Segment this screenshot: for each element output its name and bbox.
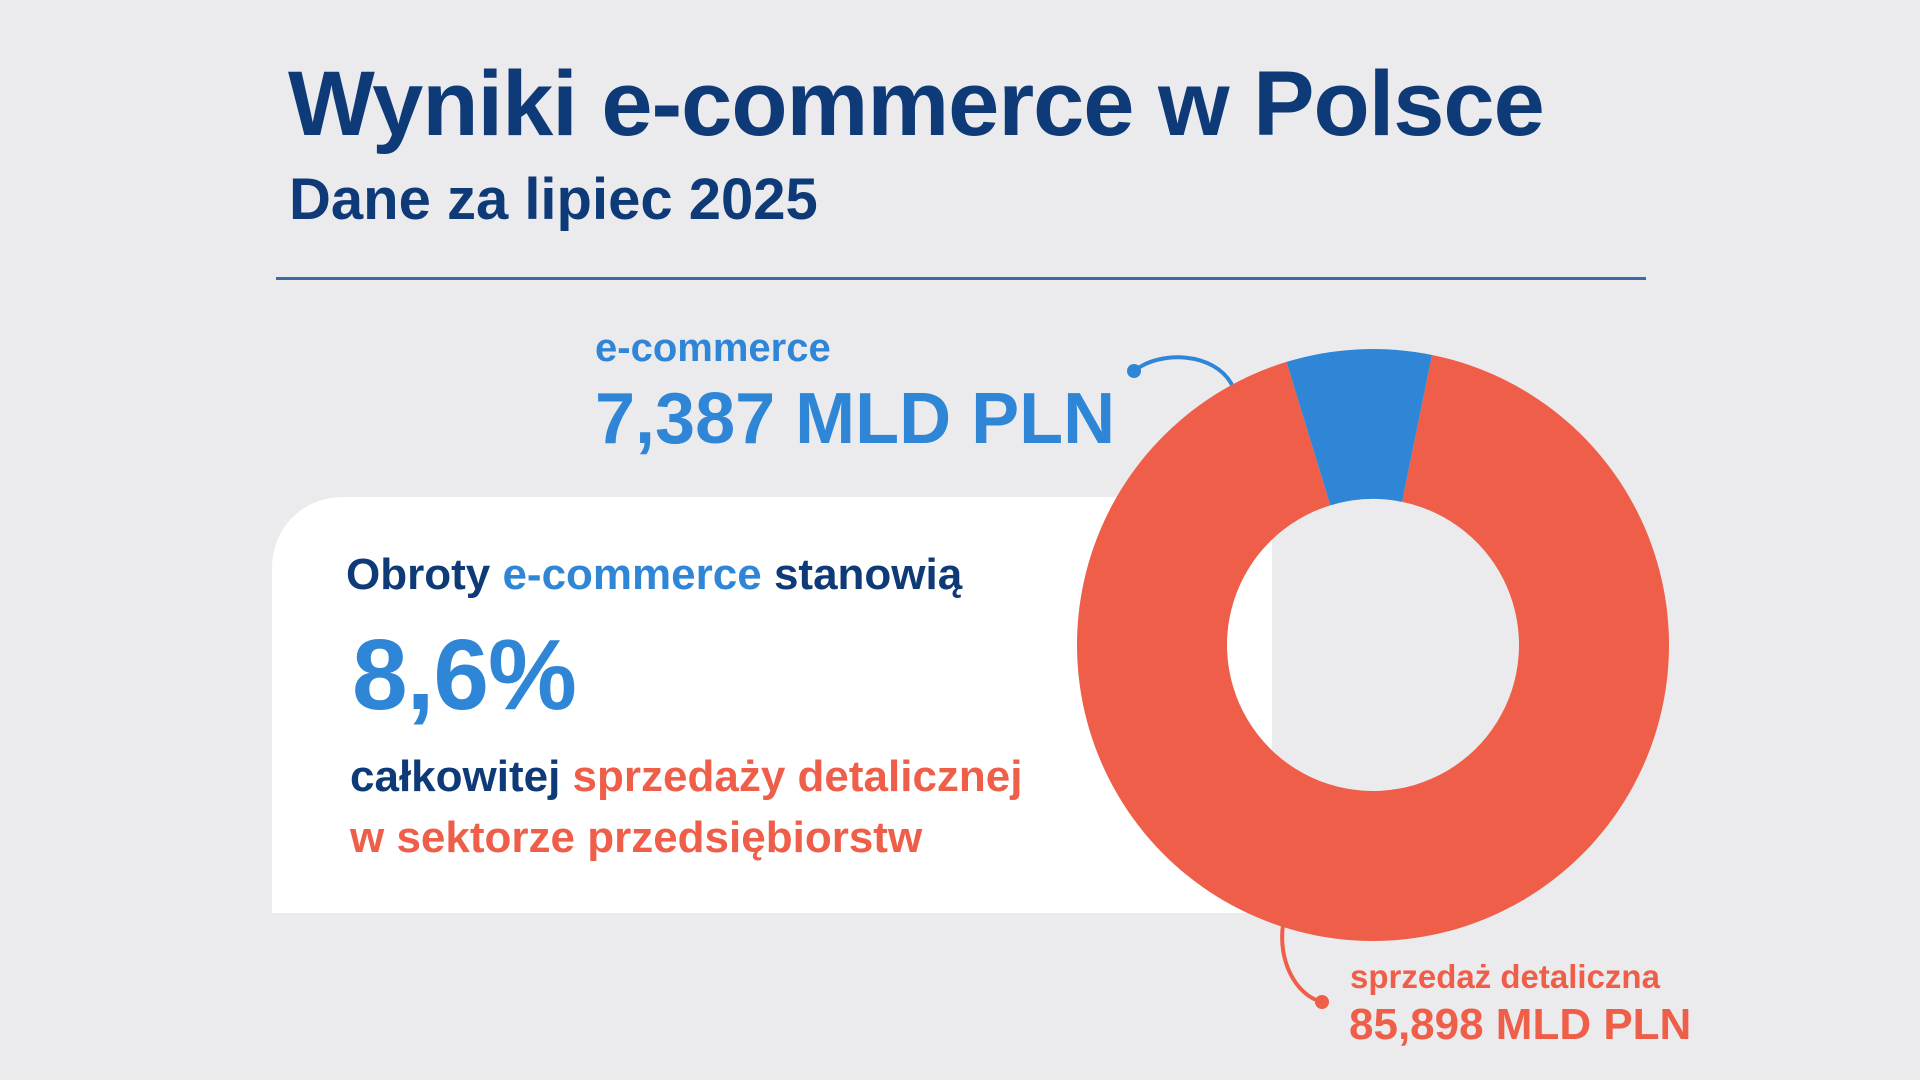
card-intro-text: Obroty e-commerce stanowią: [346, 550, 962, 600]
page-title: Wyniki e-commerce w Polsce: [288, 53, 1545, 155]
retail-callout-connector: [1280, 924, 1323, 1004]
retail-callout-dot: [1315, 995, 1329, 1009]
retail-callout-value: 85,898 MLD PLN: [1349, 1000, 1692, 1049]
card-intro-obroty: Obroty: [346, 550, 503, 599]
ecommerce-callout-dot: [1127, 364, 1141, 378]
title-divider: [276, 277, 1646, 280]
donut-slice-ecommerce: [1286, 349, 1433, 506]
ecommerce-callout-value: 7,387 MLD PLN: [595, 379, 1116, 459]
page-subtitle: Dane za lipiec 2025: [289, 167, 818, 232]
share-percentage: 8,6%: [352, 619, 577, 731]
card-intro-stanowia: stanowią: [761, 550, 963, 599]
card-desc-sprzedazy: sprzedaży detalicznej: [572, 752, 1023, 801]
card-intro-ecommerce: e-commerce: [502, 550, 762, 599]
ecommerce-callout-connector: [1132, 355, 1234, 387]
card-description-line2: w sektorze przedsiębiorstw: [350, 813, 923, 862]
card-desc-calkowitej: całkowitej: [350, 752, 573, 801]
card-description-line1: całkowitej sprzedaży detalicznej: [350, 752, 1023, 802]
ecommerce-callout-label: e-commerce: [595, 326, 831, 370]
retail-callout-label: sprzedaż detaliczna: [1350, 958, 1660, 995]
